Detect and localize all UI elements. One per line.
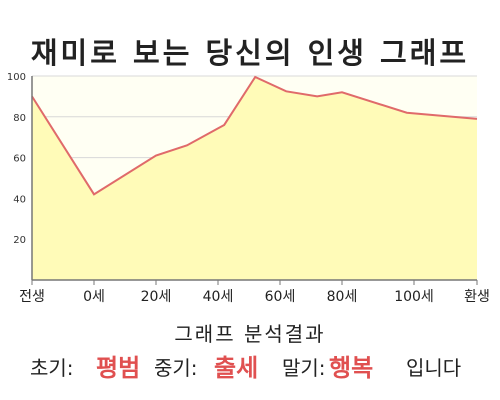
- analysis-heading: 그래프 분석결과: [174, 322, 326, 346]
- x-tick-label-1: 0세: [83, 289, 105, 305]
- x-axis-ticks: 전생 0세 20세 40세 60세 80세 100세 환생: [19, 280, 490, 305]
- late-label: 말기:: [282, 356, 326, 380]
- life-graph-chart: 20 40 60 80 100 전생 0세 20세 40세 60세 80세 100세 환생: [7, 72, 490, 305]
- y-tick-label-60: 60: [13, 154, 26, 165]
- late-value: 행복: [329, 354, 374, 382]
- early-value: 평범: [96, 354, 141, 382]
- chart-title: 재미로 보는 당신의 인생 그래프: [30, 36, 470, 70]
- closing-text: 입니다: [406, 356, 462, 380]
- x-tick-label-2: 20세: [141, 289, 172, 305]
- y-axis-ticks: 20 40 60 80 100: [7, 72, 26, 246]
- x-tick-label-7: 환생: [464, 289, 490, 305]
- y-tick-label-100: 100: [7, 72, 26, 83]
- x-tick-label-3: 40세: [203, 289, 234, 305]
- x-tick-label-6: 100세: [394, 289, 434, 305]
- axes: [31, 76, 477, 281]
- series-line: [31, 75, 478, 196]
- area-series: [31, 75, 478, 281]
- middle-value: 출세: [214, 354, 259, 382]
- early-label: 초기:: [30, 356, 74, 380]
- x-tick-label-5: 80세: [327, 289, 358, 305]
- y-tick-label-20: 20: [13, 235, 26, 246]
- analysis-result: 초기: 평범 중기: 출세 말기: 행복 입니다: [0, 348, 500, 382]
- x-tick-label-4: 60세: [265, 289, 296, 305]
- y-tick-label-80: 80: [13, 113, 26, 124]
- x-tick-label-0: 전생: [19, 289, 45, 305]
- area-fill: [32, 77, 477, 281]
- middle-label: 중기:: [154, 356, 198, 380]
- y-tick-label-40: 40: [13, 194, 26, 205]
